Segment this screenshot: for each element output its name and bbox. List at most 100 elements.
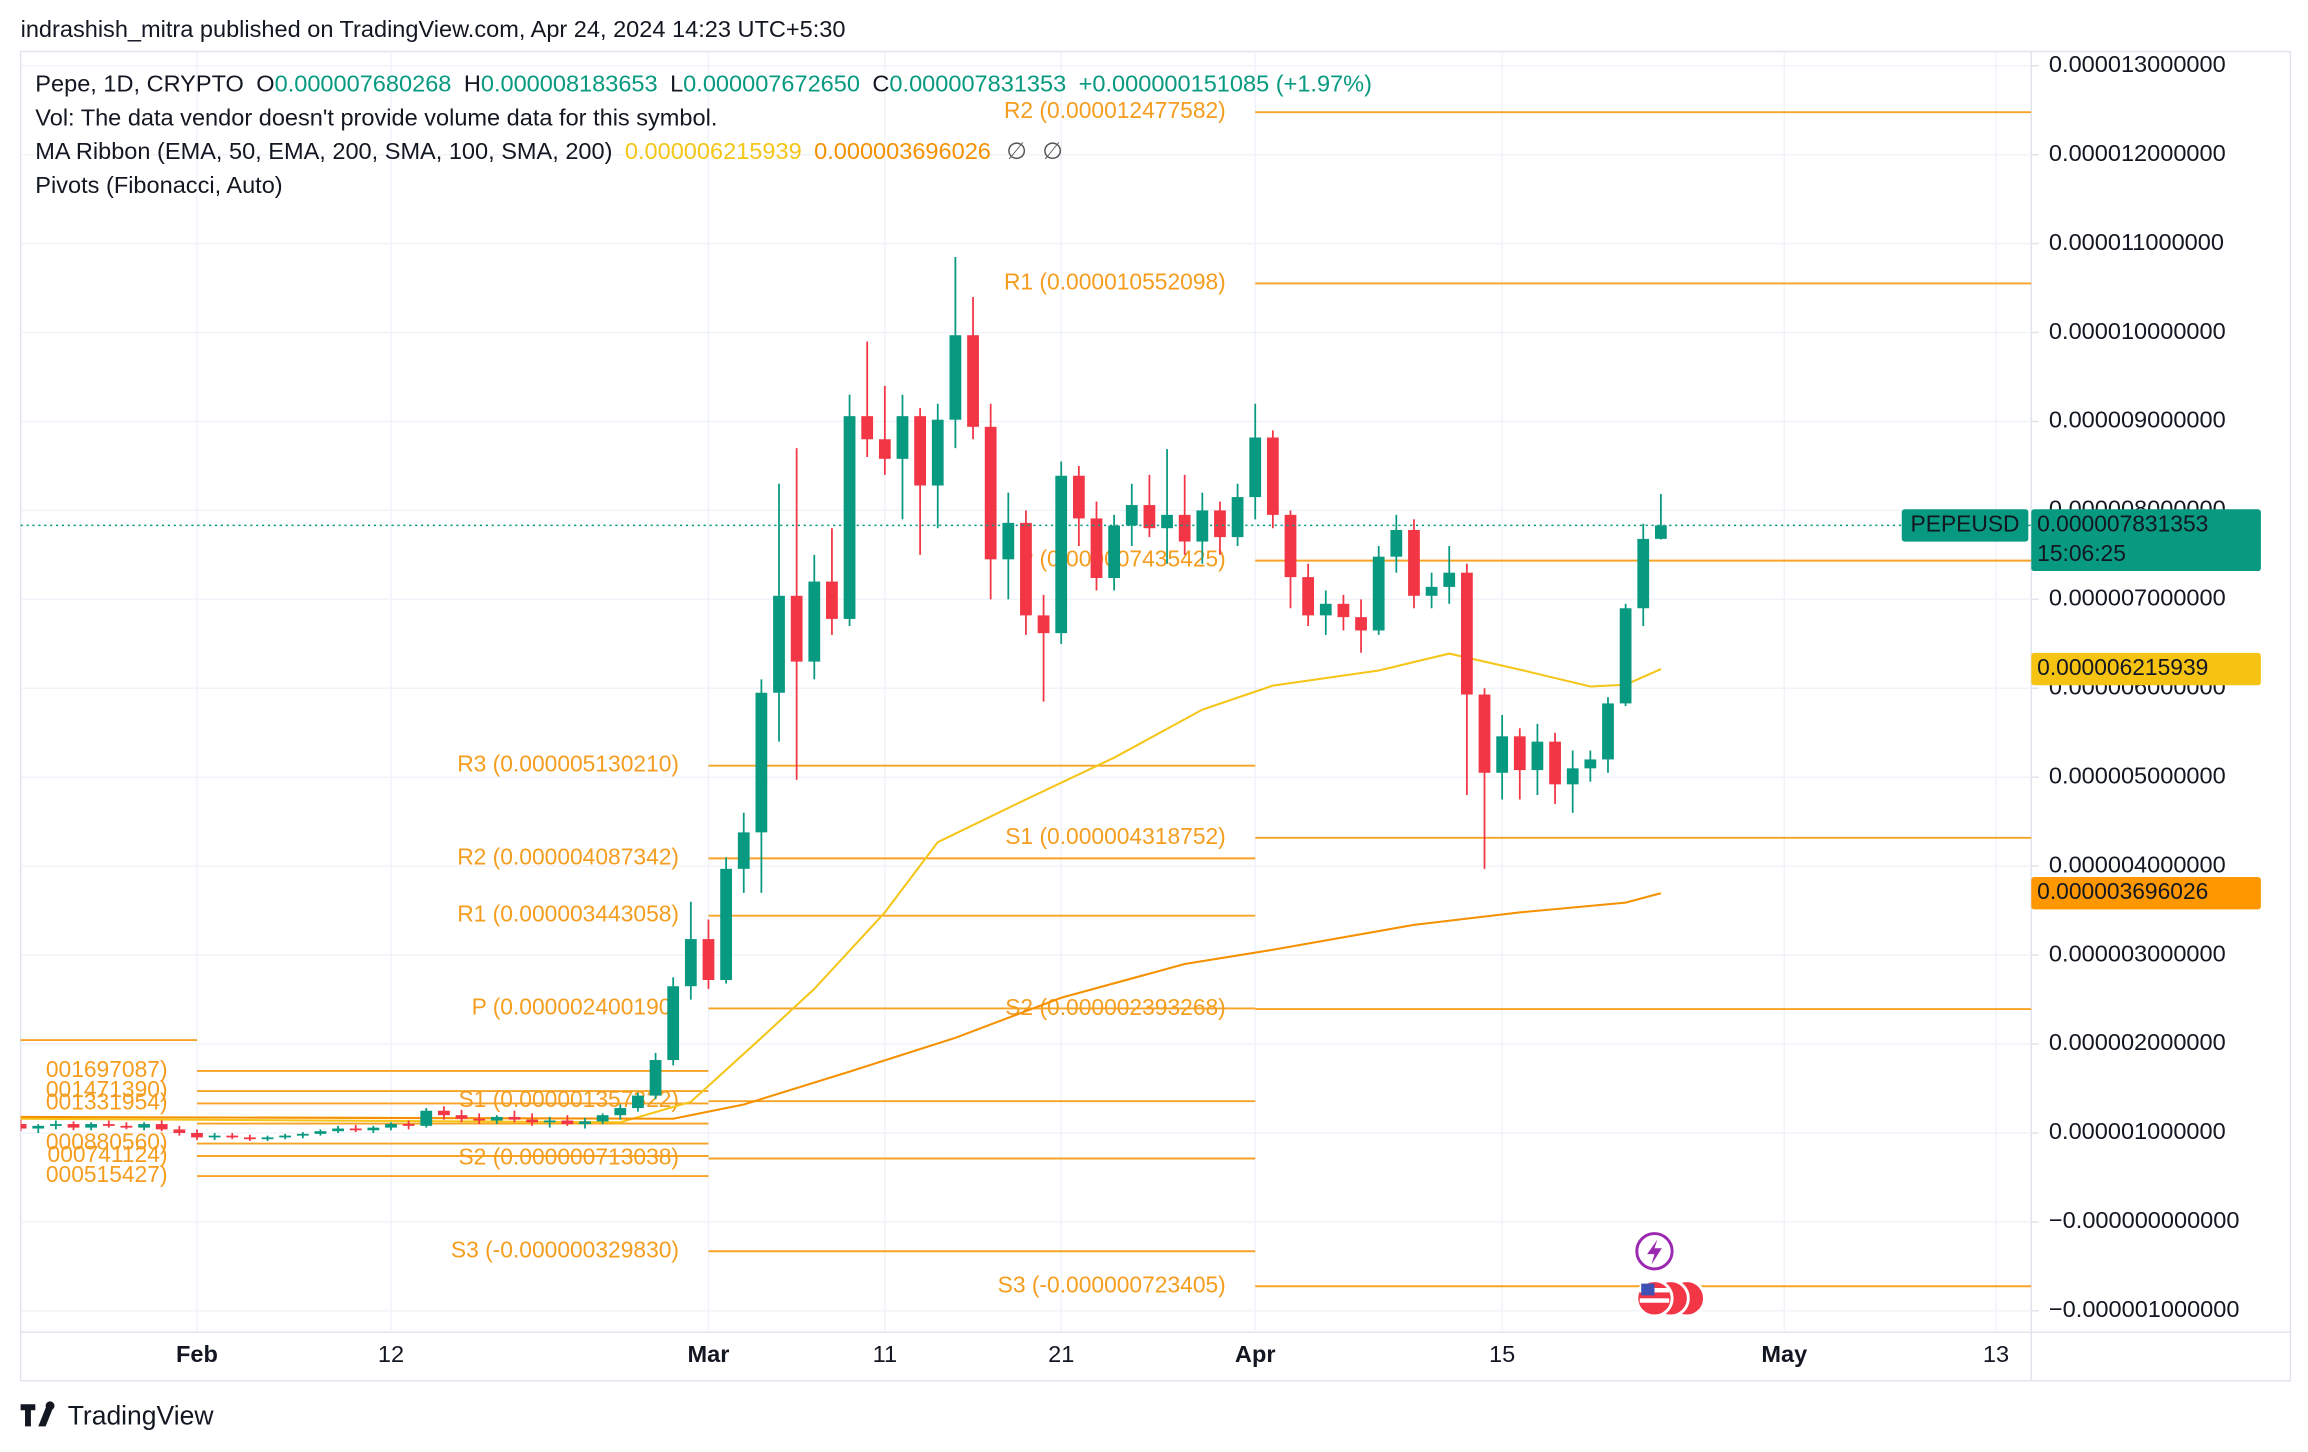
y-tick-label: 0.000012000000 (2049, 140, 2226, 166)
candle-body (843, 416, 856, 619)
legend-key: H (464, 71, 481, 97)
brand-name: TradingView (68, 1401, 215, 1431)
brand-logo (20, 1401, 55, 1427)
legend-ma-value: 0.000006215939 (625, 138, 802, 164)
candle-body (1178, 514, 1191, 542)
ma-line (20, 652, 1662, 1124)
price-badge-countdown: 15:06:25 (2037, 540, 2126, 566)
x-tick-label: 12 (378, 1341, 404, 1367)
pivot-label: S3 (-0.000000723405) (998, 1271, 1226, 1297)
y-tick-label: 0.000002000000 (2049, 1029, 2226, 1055)
x-tick-label: 21 (1048, 1341, 1074, 1367)
candle-body (261, 1137, 274, 1140)
y-tick-label: 0.000011000000 (2049, 229, 2224, 255)
x-tick-label: Mar (688, 1341, 730, 1367)
candle-body (1319, 603, 1332, 616)
candle-body (367, 1127, 380, 1131)
brand: TradingView (20, 1401, 215, 1431)
candle-body (773, 595, 785, 693)
candle-body (155, 1124, 168, 1130)
event-icons (1635, 1232, 1706, 1318)
pivot-label: 001697087) (46, 1056, 168, 1082)
candle-body (1108, 525, 1121, 579)
candle-body (1196, 510, 1209, 542)
candle-body (208, 1135, 221, 1138)
y-tick-label: 0.000009000000 (2049, 407, 2226, 433)
candle-body (420, 1110, 433, 1126)
candle-body (1266, 437, 1279, 515)
y-tick-label: −0.000000000000 (2049, 1207, 2240, 1233)
candle-body (1531, 741, 1544, 771)
legend-key: L (670, 71, 683, 97)
pivot-label: S2 (0.000000713038) (458, 1144, 679, 1170)
candle-body (67, 1124, 80, 1128)
candle-body (632, 1095, 644, 1109)
pivot-label: R2 (0.000004087342) (457, 843, 679, 869)
ma-badge-label: 0.000006215939 (2037, 654, 2208, 680)
candle-body (984, 426, 997, 560)
pivot-label: R1 (0.000003443058) (457, 901, 679, 927)
candle-body (1214, 510, 1226, 538)
candle-body (226, 1135, 239, 1138)
candle-body (1655, 525, 1667, 539)
candle-body (1460, 572, 1473, 695)
ma-badge-label: 0.000003696026 (2037, 878, 2208, 904)
y-tick-label: 0.000004000000 (2049, 851, 2226, 877)
candle-body (1602, 703, 1614, 760)
candle-body (1302, 577, 1315, 616)
pivot-label: 000880560) (46, 1129, 168, 1155)
legend-pivots: Pivots (Fibonacci, Auto) (35, 172, 282, 198)
candle-body (1355, 617, 1367, 631)
candle-body (296, 1133, 309, 1136)
plot-area: 001697087)001471390)001331954) 000880560)… (20, 97, 2032, 1297)
chart-frame (19, 50, 2292, 1382)
candle-body (20, 1124, 27, 1129)
candle-body (702, 939, 715, 980)
candle-body (1478, 694, 1491, 773)
candle-body (1337, 603, 1350, 618)
pivot-label: S3 (-0.000000329830) (451, 1236, 679, 1262)
price-badge (2031, 509, 2261, 572)
candle-body (737, 832, 750, 869)
candle-body (1425, 586, 1438, 596)
pivot-label: S1 (0.000001357322) (458, 1086, 679, 1112)
legend-volume-note: Vol: The data vendor doesn't provide vol… (35, 104, 717, 130)
candle-body (861, 416, 874, 440)
candle-body (332, 1128, 344, 1132)
candle-body (755, 692, 768, 833)
candle-body (438, 1110, 450, 1116)
grid (20, 51, 2032, 1333)
pivot-label: R1 (0.000010552098) (1004, 268, 1226, 294)
ma-line (20, 892, 1662, 1120)
y-tick-label: 0.000003000000 (2049, 940, 2226, 966)
y-tick-label: −0.000001000000 (2049, 1296, 2240, 1322)
x-tick-label: Feb (176, 1341, 218, 1367)
axes: 0.000013000000 0.000012000000 0.0000110000… (176, 51, 2261, 1367)
candle-body (914, 416, 927, 486)
candle-body (314, 1131, 327, 1134)
candle-body (1584, 759, 1597, 769)
candle-body (490, 1116, 503, 1121)
y-tick-label: 0.000007000000 (2049, 585, 2226, 611)
candle-body (931, 419, 944, 486)
candle-body (684, 939, 697, 987)
legend-ohlc: Pepe, 1D, CRYPTO O0.000007680268 H0.0000… (35, 71, 1372, 97)
candle-body (1284, 514, 1297, 578)
legend-key: O (256, 71, 274, 97)
candle-body (1072, 475, 1085, 519)
candle-body (1566, 768, 1579, 785)
candle-body (1037, 615, 1050, 634)
candle-body (1231, 497, 1244, 538)
x-tick-label: Apr (1235, 1341, 1276, 1367)
candle-body (720, 868, 732, 980)
candle-body (1496, 736, 1509, 773)
candle-body (85, 1124, 98, 1128)
candle-body (455, 1115, 468, 1119)
candle-body (138, 1124, 150, 1128)
flag-icons[interactable] (1635, 1279, 1706, 1318)
pivot-label: 001331954) (46, 1088, 168, 1114)
candle-body (402, 1124, 415, 1126)
legend-value: 0.000008183653 (481, 71, 658, 97)
